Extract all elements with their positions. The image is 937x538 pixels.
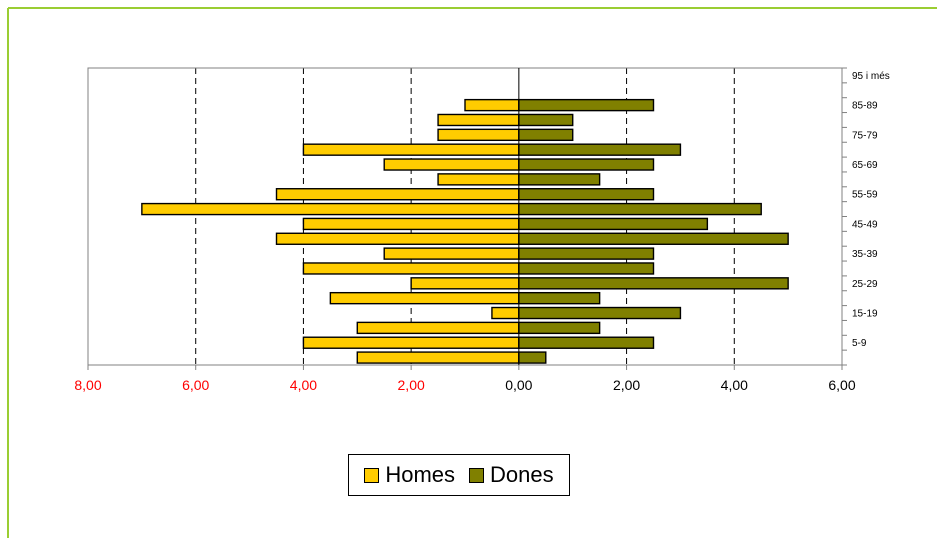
grid-lines xyxy=(195,68,735,365)
bar-dones xyxy=(518,247,655,260)
bar-homes xyxy=(302,262,520,275)
bar-homes xyxy=(141,202,520,216)
y-tick-label: 95 i més xyxy=(852,71,890,82)
y-tick-label: 75-79 xyxy=(852,130,878,141)
bar-dones xyxy=(518,98,655,112)
bar-dones xyxy=(518,202,762,216)
bar-homes xyxy=(275,232,520,245)
bar-dones xyxy=(518,143,682,156)
bar-homes xyxy=(383,247,520,260)
legend-item-homes: Homes xyxy=(364,462,455,488)
bar-dones xyxy=(518,262,655,275)
y-tick-label: 35-39 xyxy=(852,249,878,260)
legend-label-dones: Dones xyxy=(490,462,554,487)
y-tick-label: 45-49 xyxy=(852,219,878,230)
bar-homes xyxy=(437,128,520,142)
bar-homes xyxy=(491,306,520,320)
bar-dones xyxy=(518,128,574,142)
bar-dones xyxy=(518,232,789,245)
bar-homes xyxy=(410,277,520,290)
bar-homes xyxy=(302,217,520,231)
x-tick-label: 6,00 xyxy=(182,377,209,393)
bars xyxy=(141,98,789,364)
bar-homes xyxy=(437,173,520,186)
bar-homes xyxy=(275,188,520,201)
x-tick-label: 0,00 xyxy=(505,377,532,393)
y-tick-label: 85-89 xyxy=(852,101,878,112)
y-tick-label: 5-9 xyxy=(852,338,867,349)
axes xyxy=(87,67,847,370)
bar-dones xyxy=(518,158,655,171)
y-tick-label: 15-19 xyxy=(852,309,878,320)
bar-dones xyxy=(518,173,601,186)
x-tick-label: 4,00 xyxy=(721,377,748,393)
bar-dones xyxy=(518,336,655,349)
bar-homes xyxy=(356,351,520,364)
bar-homes xyxy=(383,158,520,171)
bar-dones xyxy=(518,113,574,127)
bar-homes xyxy=(464,98,520,112)
legend-item-dones: Dones xyxy=(469,462,554,488)
y-tick-label: 25-29 xyxy=(852,279,878,290)
plot-area-border xyxy=(87,67,843,366)
bar-dones xyxy=(518,351,547,364)
legend-label-homes: Homes xyxy=(385,462,456,487)
legend: Homes Dones xyxy=(348,454,570,496)
x-tick-label: 2,00 xyxy=(613,377,640,393)
legend-swatch-dones xyxy=(469,467,485,483)
bar-dones xyxy=(518,321,601,335)
bar-dones xyxy=(518,217,709,231)
bar-homes xyxy=(437,113,520,127)
bar-dones xyxy=(518,291,601,305)
bar-dones xyxy=(518,306,682,320)
bar-homes xyxy=(302,336,520,349)
bar-dones xyxy=(518,277,789,290)
tick-labels: 8,00 6,00 4,00 2,00 0,00 2,00 4,00 6,00 5-9 15-19… xyxy=(74,71,889,393)
x-tick-label: 6,00 xyxy=(828,377,855,393)
legend-swatch-homes xyxy=(364,467,380,483)
bar-homes xyxy=(356,321,520,335)
bar-homes xyxy=(302,143,520,156)
x-tick-label: 2,00 xyxy=(398,377,425,393)
bar-homes xyxy=(329,291,520,305)
y-tick-label: 55-59 xyxy=(852,190,878,201)
x-tick-label: 8,00 xyxy=(74,377,101,393)
y-tick-label: 65-69 xyxy=(852,160,878,171)
x-tick-label: 4,00 xyxy=(290,377,317,393)
bar-dones xyxy=(518,188,655,201)
